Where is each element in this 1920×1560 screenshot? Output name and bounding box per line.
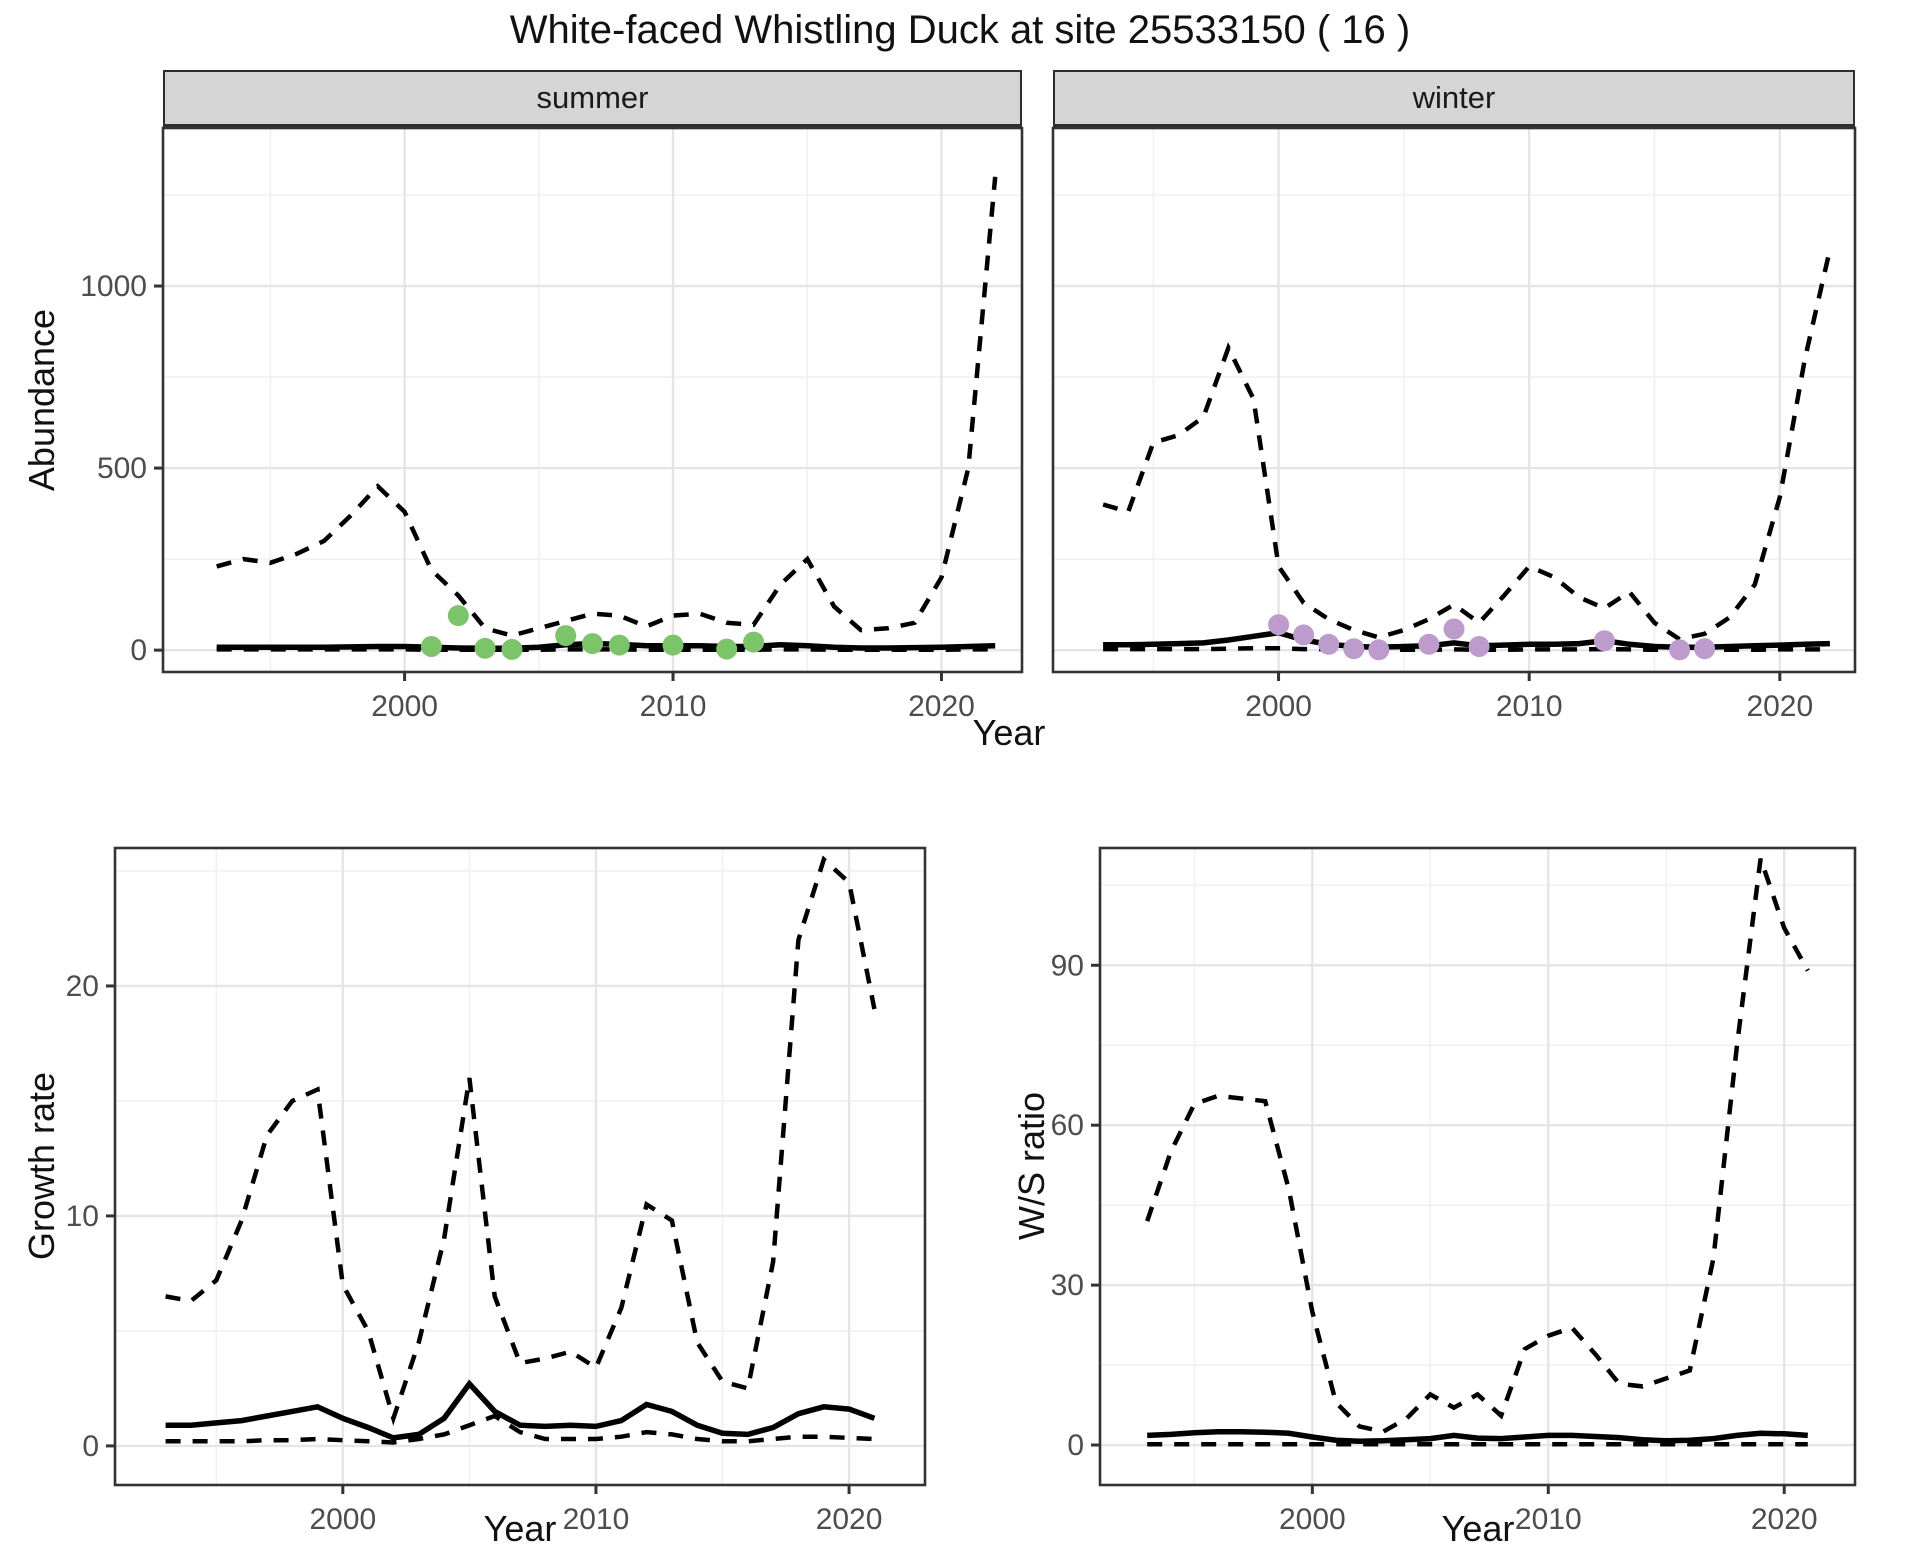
facet-strip-winter-label: winter — [1412, 80, 1496, 115]
axis-ticks: 2000 2010 2020 0 30 60 90 — [1051, 949, 1818, 1536]
svg-text:2020: 2020 — [1751, 1503, 1818, 1536]
facet-strip-summer-label: summer — [536, 80, 649, 115]
svg-text:2000: 2000 — [1245, 690, 1312, 723]
plot-title: White-faced Whistling Duck at site 25533… — [509, 8, 1411, 52]
growth-rate-panel: 2000 2010 2020 0 10 20 — [66, 846, 927, 1536]
svg-text:500: 500 — [97, 452, 147, 485]
year-axis-title-ws: Year — [1441, 1508, 1515, 1549]
abundance-axis-title: Abundance — [21, 308, 62, 492]
growth-median-line — [165, 1379, 876, 1441]
svg-text:90: 90 — [1051, 949, 1084, 982]
svg-text:10: 10 — [66, 1200, 99, 1233]
series-layer — [165, 855, 877, 1445]
year-axis-title-growth: Year — [483, 1508, 557, 1549]
winter-median-line — [1103, 629, 1830, 650]
facet-strip-winter: winter — [1053, 70, 1855, 128]
svg-text:0: 0 — [1067, 1429, 1084, 1462]
svg-text:20: 20 — [66, 970, 99, 1003]
svg-text:2010: 2010 — [1496, 690, 1563, 723]
ws_ratio-median-line — [1147, 1428, 1808, 1445]
svg-text:2020: 2020 — [1746, 690, 1813, 723]
growth-upper_ci-line — [165, 855, 877, 1426]
svg-text:2000: 2000 — [1279, 1503, 1346, 1536]
ws-ratio-panel: 2000 2010 2020 0 30 60 90 — [1051, 846, 1857, 1536]
growth-rate-axis-title: Growth rate — [21, 1071, 62, 1261]
svg-text:2020: 2020 — [816, 1503, 883, 1536]
winter-upper_ci-line — [1102, 249, 1833, 642]
summer-median-line — [216, 640, 996, 652]
svg-text:2010: 2010 — [640, 690, 707, 723]
axis-ticks: 2000 2010 2020 0 10 20 — [66, 970, 883, 1536]
series-layer — [1145, 857, 1810, 1447]
panel-border — [1098, 846, 1857, 1487]
facet-strip-summer: summer — [163, 70, 1022, 128]
axis-ticks: 2000 2010 2020 0 500 1000 — [80, 270, 975, 723]
svg-text:0: 0 — [130, 634, 147, 667]
svg-text:2010: 2010 — [563, 1503, 630, 1536]
svg-text:60: 60 — [1051, 1109, 1084, 1142]
svg-text:1000: 1000 — [80, 270, 147, 303]
panel-border — [161, 126, 1024, 674]
gridlines — [1100, 848, 1855, 1485]
gridlines — [115, 848, 925, 1485]
summer-abundance-panel: 2000 2010 2020 0 500 1000 — [80, 126, 1024, 723]
gridlines — [163, 128, 1022, 672]
summer-upper_ci-line — [216, 176, 998, 638]
svg-text:0: 0 — [82, 1430, 99, 1463]
winter_counts — [1268, 614, 1716, 661]
svg-text:2000: 2000 — [309, 1503, 376, 1536]
svg-text:2000: 2000 — [371, 690, 438, 723]
series-layer — [216, 176, 998, 660]
summer_counts — [420, 605, 765, 660]
panel-border — [1051, 126, 1857, 674]
svg-text:2020: 2020 — [908, 690, 975, 723]
ws-ratio-axis-title: W/S ratio — [1011, 1091, 1052, 1241]
series-layer — [1102, 249, 1833, 661]
year-axis-title-top: Year — [972, 712, 1046, 753]
svg-text:30: 30 — [1051, 1269, 1084, 1302]
svg-text:2010: 2010 — [1515, 1503, 1582, 1536]
gridlines — [1053, 128, 1855, 672]
winter-abundance-panel: 2000 2010 2020 — [1051, 126, 1857, 723]
axis-ticks: 2000 2010 2020 — [1245, 672, 1813, 723]
ws_ratio-upper_ci-line — [1145, 857, 1810, 1435]
growth-lower_ci-line — [165, 1413, 875, 1445]
panel-border — [113, 846, 927, 1487]
